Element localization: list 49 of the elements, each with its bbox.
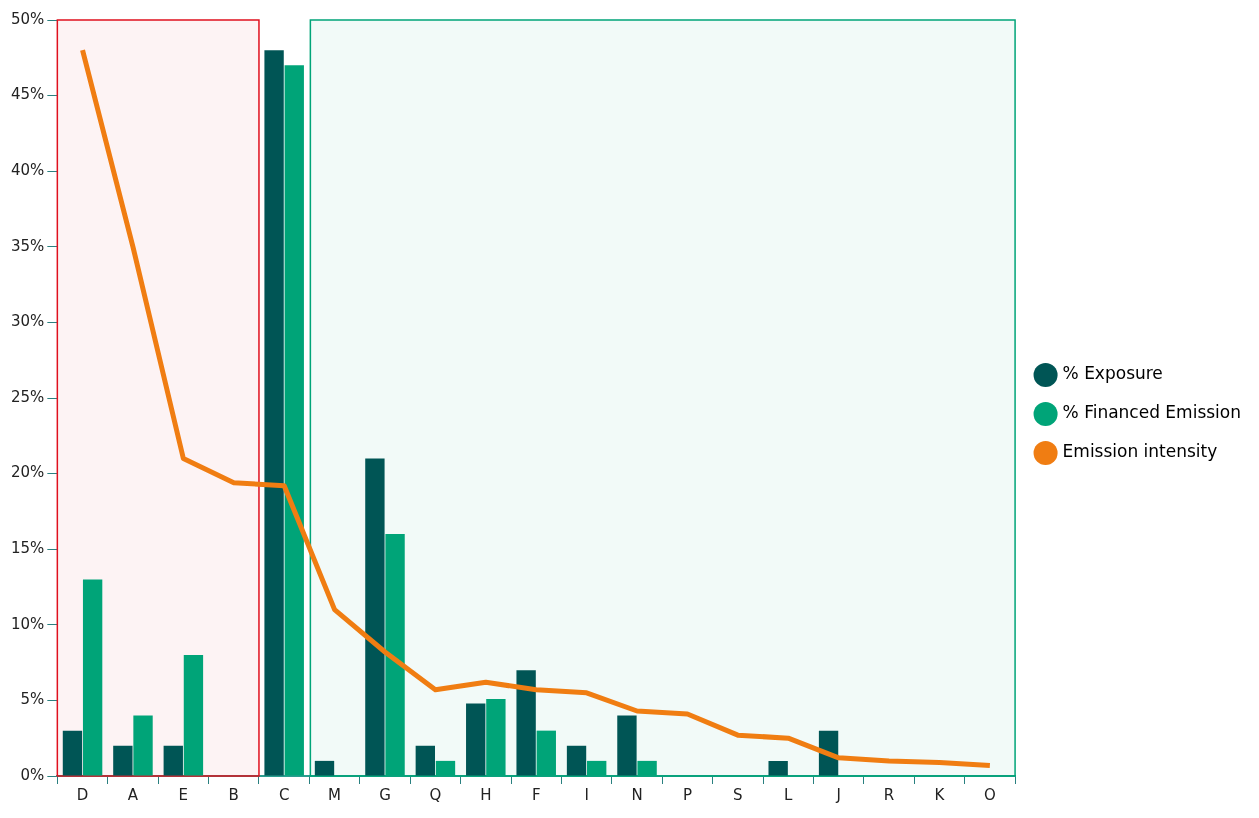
y-tick-label: 10% (11, 614, 45, 633)
x-tick-label: H (480, 785, 492, 804)
bar (163, 745, 183, 776)
bar (566, 745, 587, 776)
bar (617, 715, 637, 776)
bar (365, 458, 385, 776)
x-tick-label: F (531, 785, 541, 804)
bar (314, 760, 335, 776)
legend-label: % Exposure (1062, 363, 1163, 384)
y-tick-label: 30% (11, 312, 45, 331)
bar (284, 65, 304, 776)
x-tick-label: R (883, 785, 895, 804)
bar (264, 50, 284, 776)
bar (62, 730, 83, 776)
bar (466, 703, 486, 776)
x-tick-label: S (733, 785, 743, 804)
x-tick-label: K (934, 785, 946, 804)
bar (133, 715, 153, 776)
bar (415, 745, 435, 776)
bar (516, 670, 536, 776)
y-tick-label: 20% (11, 463, 45, 482)
x-tick-label: M (328, 785, 342, 804)
x-tick-label: J (835, 785, 841, 804)
y-tick-label: 50% (11, 9, 45, 28)
y-tick-label: 25% (11, 387, 45, 406)
y-tick-label: 35% (11, 236, 45, 255)
x-tick-label: A (127, 785, 139, 804)
legend-label: Emission intensity (1062, 441, 1218, 462)
x-tick-label: C (278, 785, 290, 804)
x-tick-label: I (584, 785, 589, 804)
x-tick-label: Q (429, 785, 442, 804)
bar (82, 579, 103, 776)
y-tick-label: 0% (20, 765, 45, 784)
x-tick-label: G (379, 785, 391, 804)
x-tick-label: O (983, 785, 996, 804)
y-tick-label: 5% (20, 690, 45, 709)
x-tick-label: B (228, 785, 239, 804)
x-tick-label: N (631, 785, 643, 804)
bar (113, 745, 133, 776)
y-tick-label: 45% (11, 85, 45, 104)
bar (768, 760, 788, 776)
x-tick-label: P (682, 785, 692, 804)
bar (183, 655, 204, 776)
x-tick-label: D (76, 785, 89, 804)
x-tick-label: L (784, 785, 794, 804)
x-tick-label: E (178, 785, 189, 804)
y-tick-label: 40% (11, 161, 45, 180)
y-tick-label: 15% (11, 539, 45, 558)
legend-label: % Financed Emission (1062, 402, 1242, 423)
